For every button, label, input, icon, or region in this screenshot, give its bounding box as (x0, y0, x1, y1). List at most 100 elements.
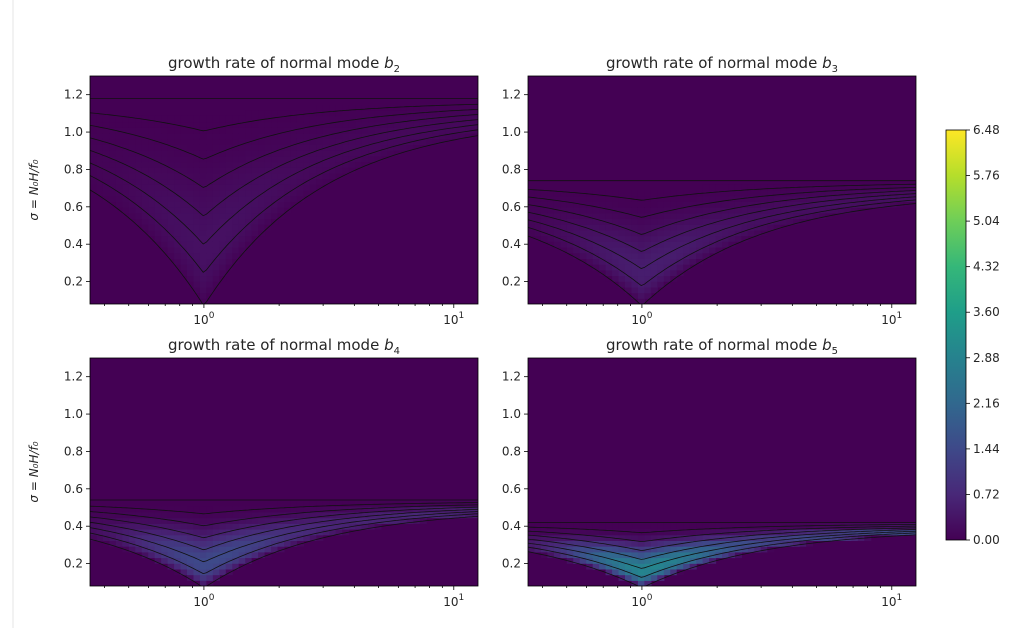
field-cell (573, 224, 581, 231)
field-cell (206, 264, 214, 271)
field-cell (426, 104, 434, 111)
field-cell (251, 207, 259, 214)
field-cell (393, 138, 401, 145)
field-cell (115, 161, 123, 168)
field-cell (219, 207, 227, 214)
field-cell (605, 551, 613, 559)
field-cell (277, 207, 285, 214)
field-cell (754, 546, 762, 553)
field-cell (547, 551, 555, 559)
field-cell (355, 523, 363, 530)
field-cell (245, 207, 253, 214)
field-cell (631, 264, 639, 271)
field-cell (637, 281, 645, 288)
field-cell (547, 235, 555, 242)
field-cell (264, 184, 272, 191)
field-cell (161, 207, 169, 214)
field-cell (426, 511, 434, 519)
field-cell (290, 121, 298, 128)
field-cell (335, 115, 343, 123)
field-cell (174, 551, 182, 559)
field-cell (786, 218, 794, 225)
field-cell (167, 252, 175, 259)
field-cell (547, 523, 555, 530)
field-cell (212, 264, 220, 271)
field-cell (271, 178, 279, 185)
panel-title-subscript: 5 (832, 346, 838, 357)
field-cell (812, 195, 820, 202)
field-cell (592, 563, 600, 570)
field-cell (612, 212, 620, 220)
field-cell (135, 144, 143, 151)
field-cell (670, 557, 678, 564)
field-cell (335, 172, 343, 180)
field-cell (199, 229, 207, 237)
field-cell (303, 167, 311, 174)
field-cell (650, 235, 658, 242)
field-cell (676, 258, 684, 265)
contour-line (528, 203, 916, 304)
panel-2: growth rate of normal mode b30.20.40.60.… (502, 54, 917, 327)
field-cell (439, 133, 447, 140)
field-cell (844, 190, 852, 197)
field-cell (586, 534, 594, 541)
field-cell (102, 172, 110, 180)
field-cell (264, 201, 272, 208)
field-cell (348, 155, 356, 163)
field-cell (135, 172, 143, 180)
field-cell (199, 517, 207, 524)
field-cell (122, 121, 130, 128)
field-cell (225, 551, 233, 559)
field-cell (657, 540, 665, 547)
field-cell (426, 115, 434, 123)
field-cell (238, 201, 246, 208)
field-cell (355, 150, 363, 157)
field-cell (465, 511, 473, 519)
field-cell (245, 212, 253, 220)
field-cell (212, 511, 220, 519)
field-cell (760, 184, 768, 191)
y-tick-label: 0.8 (502, 162, 521, 176)
field-cell (625, 551, 633, 559)
field-cell (232, 195, 240, 202)
panel-title: growth rate of normal mode b2 (168, 54, 400, 75)
x-tick-label: 101 (443, 311, 464, 327)
field-cell (560, 224, 568, 231)
field-cell (599, 241, 607, 248)
field-cell (612, 247, 620, 254)
field-cell (566, 529, 574, 536)
field-cell (290, 500, 298, 507)
field-cell (264, 121, 272, 128)
field-cell (625, 563, 633, 570)
field-cell (251, 172, 259, 180)
field-cell (174, 201, 182, 208)
field-cell (696, 258, 704, 265)
field-cell (206, 190, 214, 197)
field-cell (102, 161, 110, 168)
field-cell (180, 517, 188, 524)
field-cell (851, 190, 859, 197)
field-cell (167, 161, 175, 168)
field-cell (167, 150, 175, 157)
field-cell (586, 258, 594, 265)
field-cell (663, 224, 671, 231)
field-cell (780, 184, 788, 191)
colorbar-tick-label: 4.32 (973, 260, 1000, 274)
field-cell (452, 115, 460, 123)
field-cell (225, 540, 233, 547)
field-cell (702, 235, 710, 242)
field-cell (387, 115, 395, 123)
field-cell (689, 529, 697, 536)
field-cell (115, 511, 123, 519)
field-cell (702, 546, 710, 553)
field-cell (439, 121, 447, 128)
field-cell (592, 540, 600, 547)
field-cell (566, 523, 574, 530)
field-cell (676, 264, 684, 271)
field-cell (715, 224, 723, 231)
field-cell (786, 529, 794, 536)
field-cell (599, 529, 607, 536)
field-cell (657, 229, 665, 237)
field-cell (573, 212, 581, 220)
field-cell (573, 229, 581, 237)
